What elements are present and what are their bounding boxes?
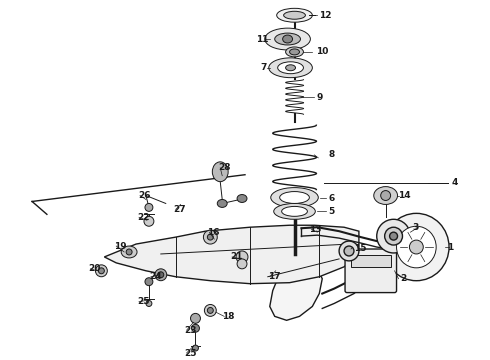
Text: 9: 9 bbox=[317, 93, 323, 102]
Text: 10: 10 bbox=[317, 48, 329, 57]
Circle shape bbox=[145, 278, 153, 285]
Circle shape bbox=[344, 246, 354, 256]
Text: 25: 25 bbox=[137, 297, 149, 306]
Circle shape bbox=[126, 249, 132, 255]
Text: 26: 26 bbox=[138, 191, 150, 200]
Text: 22: 22 bbox=[137, 213, 149, 222]
Text: 24: 24 bbox=[149, 272, 162, 281]
Circle shape bbox=[155, 269, 167, 281]
Circle shape bbox=[203, 230, 217, 244]
Circle shape bbox=[236, 251, 248, 263]
Circle shape bbox=[144, 216, 154, 226]
Circle shape bbox=[377, 219, 411, 253]
Text: 19: 19 bbox=[114, 242, 127, 251]
Text: 7: 7 bbox=[261, 63, 267, 72]
Circle shape bbox=[98, 268, 104, 274]
Text: 16: 16 bbox=[207, 228, 220, 237]
Text: 6: 6 bbox=[328, 194, 335, 203]
Ellipse shape bbox=[277, 8, 312, 22]
Circle shape bbox=[191, 314, 200, 323]
Text: 2: 2 bbox=[400, 274, 407, 283]
Ellipse shape bbox=[374, 186, 397, 204]
Text: 4: 4 bbox=[452, 178, 458, 187]
Ellipse shape bbox=[283, 35, 293, 43]
Circle shape bbox=[410, 240, 423, 254]
Bar bbox=[351, 255, 391, 267]
Circle shape bbox=[192, 324, 199, 332]
Ellipse shape bbox=[290, 49, 299, 55]
Ellipse shape bbox=[278, 62, 303, 74]
Text: 3: 3 bbox=[413, 223, 418, 232]
Text: 13: 13 bbox=[309, 225, 322, 234]
Text: 14: 14 bbox=[398, 191, 411, 200]
Text: 28: 28 bbox=[218, 163, 231, 172]
Text: 11: 11 bbox=[256, 35, 269, 44]
Ellipse shape bbox=[275, 33, 300, 45]
Text: 1: 1 bbox=[447, 243, 453, 252]
FancyBboxPatch shape bbox=[345, 249, 396, 293]
Circle shape bbox=[204, 305, 216, 316]
Polygon shape bbox=[270, 254, 322, 320]
Ellipse shape bbox=[396, 226, 436, 268]
Text: 17: 17 bbox=[268, 272, 280, 281]
Ellipse shape bbox=[280, 192, 309, 203]
Text: 12: 12 bbox=[319, 11, 332, 20]
Ellipse shape bbox=[212, 162, 228, 182]
Circle shape bbox=[207, 307, 213, 314]
Circle shape bbox=[237, 259, 247, 269]
Text: 25: 25 bbox=[185, 348, 197, 357]
Circle shape bbox=[193, 345, 198, 351]
Circle shape bbox=[158, 272, 164, 278]
Circle shape bbox=[381, 190, 391, 201]
Text: 18: 18 bbox=[222, 312, 235, 321]
Ellipse shape bbox=[269, 58, 312, 78]
Ellipse shape bbox=[274, 203, 316, 219]
Text: 8: 8 bbox=[328, 150, 335, 159]
Ellipse shape bbox=[286, 47, 303, 57]
Text: 21: 21 bbox=[230, 252, 243, 261]
Ellipse shape bbox=[237, 194, 247, 202]
Ellipse shape bbox=[265, 28, 310, 50]
Ellipse shape bbox=[286, 65, 295, 71]
Circle shape bbox=[96, 265, 107, 277]
Text: 27: 27 bbox=[173, 205, 186, 214]
Circle shape bbox=[385, 227, 402, 245]
Text: 20: 20 bbox=[89, 264, 101, 273]
Ellipse shape bbox=[121, 246, 137, 258]
Text: 5: 5 bbox=[328, 207, 335, 216]
Circle shape bbox=[145, 203, 153, 211]
Ellipse shape bbox=[217, 199, 227, 207]
Ellipse shape bbox=[284, 11, 305, 19]
Circle shape bbox=[146, 301, 152, 306]
Polygon shape bbox=[104, 225, 359, 284]
Ellipse shape bbox=[282, 206, 307, 216]
Text: 15: 15 bbox=[354, 243, 367, 252]
Circle shape bbox=[390, 232, 397, 240]
Ellipse shape bbox=[271, 188, 318, 207]
Text: 23: 23 bbox=[185, 326, 197, 335]
Ellipse shape bbox=[384, 213, 449, 281]
Circle shape bbox=[207, 234, 213, 240]
Circle shape bbox=[339, 241, 359, 261]
